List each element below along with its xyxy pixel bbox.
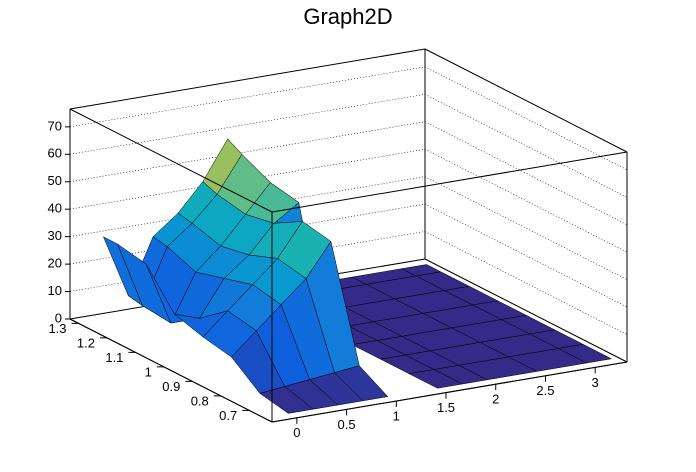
x-tick-label: 0 (293, 425, 300, 440)
x-tick-label: 0.5 (338, 417, 356, 432)
box-edge (271, 361, 628, 423)
z-tick-label: 50 (48, 173, 62, 188)
chart-title: Graph2D (303, 4, 392, 29)
box-edge (424, 258, 628, 363)
grid-line (69, 121, 628, 225)
z-tick-label: 10 (48, 283, 62, 298)
z-tick-label: 30 (48, 228, 62, 243)
y-tick-label: 1.3 (48, 321, 66, 336)
box-edge (271, 151, 628, 213)
x-tick-label: 2.5 (536, 383, 554, 398)
z-tick-label: 0 (55, 310, 62, 325)
x-tick-label: 3 (592, 375, 599, 390)
box-edge (69, 108, 273, 213)
y-tick-label: 0.7 (219, 408, 237, 423)
grid-line (69, 148, 628, 253)
z-tick-label: 70 (48, 118, 62, 133)
grid-line (69, 66, 628, 171)
z-tick-label: 20 (48, 256, 62, 271)
y-tick-label: 1.2 (77, 335, 95, 350)
y-tick-label: 0.9 (162, 379, 180, 394)
y-tick-label: 1 (145, 364, 152, 379)
x-tick-label: 1.5 (437, 400, 455, 415)
box-edge (69, 318, 273, 423)
x-tick-label: 1 (393, 408, 400, 423)
z-tick-label: 60 (48, 146, 62, 161)
y-tick-label: 0.8 (191, 393, 209, 408)
surface-cell (408, 369, 464, 389)
x-tick-label: 2 (492, 392, 499, 407)
y-tick-label: 1.1 (105, 350, 123, 365)
box-edge (69, 48, 426, 110)
grid-line (69, 93, 628, 198)
z-tick-label: 40 (48, 201, 62, 216)
surface-cell (259, 386, 314, 414)
box-edge (424, 48, 628, 153)
